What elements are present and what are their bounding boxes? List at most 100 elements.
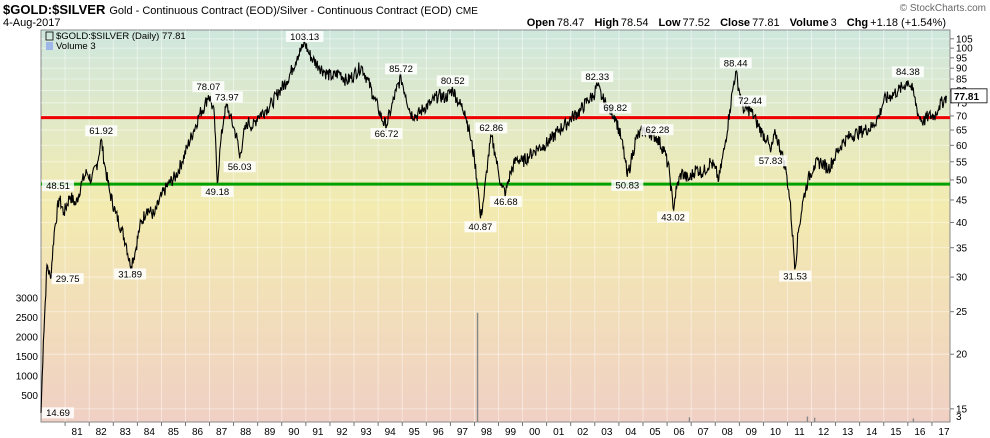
annotation-box <box>657 211 690 223</box>
x-tick-label: 02 <box>577 427 589 438</box>
annotation-box <box>611 179 644 191</box>
price-annotation: 50.83 <box>611 179 644 192</box>
volume-tick-label: 1000 <box>16 372 39 383</box>
chg-value: +1.18 (+1.54%) <box>870 17 946 29</box>
y-tick-label: 20 <box>956 350 968 361</box>
open-value: 78.47 <box>556 17 585 29</box>
annotation-label: 88.44 <box>724 58 748 69</box>
legend-volume-series: Volume 3 <box>56 41 96 52</box>
x-tick-label: 86 <box>192 427 204 438</box>
x-tick-label: 81 <box>72 427 84 438</box>
price-annotation: 46.68 <box>489 195 522 208</box>
price-annotation: 72.44 <box>734 95 767 107</box>
annotation-label: 48.51 <box>46 181 70 192</box>
y-tick-label: 35 <box>956 243 968 254</box>
chart-date: 4-Aug-2017 <box>3 17 61 29</box>
x-tick-label: 07 <box>698 427 710 438</box>
annotation-box <box>891 66 924 78</box>
x-tick-label: 03 <box>601 427 613 438</box>
annotation-box <box>754 155 787 167</box>
price-annotation: 31.89 <box>114 268 147 280</box>
y-tick-label: 95 <box>956 53 968 64</box>
x-tick-label: 10 <box>770 427 782 438</box>
x-tick-label: 13 <box>842 427 854 438</box>
price-annotation: 43.02 <box>657 211 690 223</box>
stockcharts-credit[interactable]: © StockCharts.com <box>899 3 986 14</box>
x-tick-label: 04 <box>625 427 637 438</box>
annotation-label: 49.18 <box>205 187 229 198</box>
y-tick-label: 40 <box>956 218 968 229</box>
x-tick-label: 85 <box>168 427 180 438</box>
y-tick-label: 100 <box>956 44 973 55</box>
price-annotation: 82.33 <box>581 71 614 83</box>
exchange-label: CME <box>455 6 478 17</box>
x-axis: 81 82 83 84 85 86 87 88 89 90 91 92 93 94 95 96 97 98 99 00… <box>64 422 950 438</box>
x-tick-label: 08 <box>722 427 734 438</box>
chart-legend: $GOLD:$SILVER (Daily) 77.81 Volume 3 <box>45 31 186 52</box>
y-tick-label: 85 <box>956 75 968 86</box>
last-price-box <box>950 88 988 104</box>
x-tick-label: 95 <box>409 427 421 438</box>
annotation-box <box>734 95 767 107</box>
price-annotation: 85.72 <box>384 63 417 75</box>
annotation-box <box>42 407 74 419</box>
volume-bars <box>476 312 915 422</box>
x-tick-label: 92 <box>336 427 348 438</box>
x-tick-label: 84 <box>144 427 156 438</box>
high-value: 78.54 <box>620 17 649 29</box>
price-annotation: 31.53 <box>779 270 812 282</box>
y-tick-label: 90 <box>956 64 968 75</box>
y-tick-label: 65 <box>956 126 968 137</box>
annotation-box <box>599 102 632 114</box>
x-tick-label: 11 <box>794 427 805 438</box>
annotation-label: 61.92 <box>89 126 113 137</box>
volume-value: 3 <box>830 17 837 29</box>
volume-axis: 500 1000 1500 2000 2500 3000 3 <box>16 294 962 424</box>
annotation-label: 80.52 <box>441 76 465 87</box>
price-annotation: 69.82 <box>599 102 632 114</box>
y-tick-label: 15 <box>956 404 968 415</box>
annotation-label: 46.68 <box>494 197 518 208</box>
annotation-box <box>641 124 674 136</box>
x-tick-label: 15 <box>890 427 902 438</box>
y-tick-label: 25 <box>956 307 968 318</box>
price-series-line <box>40 40 947 413</box>
annotation-box <box>436 75 469 87</box>
volume-bar <box>688 417 691 422</box>
annotation-box <box>85 125 118 137</box>
gridlines <box>41 30 950 422</box>
x-tick-label: 93 <box>361 427 373 438</box>
x-tick-label: 12 <box>818 427 830 438</box>
annotation-box <box>384 63 417 75</box>
volume-label: Volume <box>789 17 829 29</box>
annotation-box <box>51 273 84 285</box>
price-annotation: 61.92 <box>85 125 118 137</box>
price-annotation: 57.83 <box>754 155 787 167</box>
price-annotation: 48.51 <box>42 180 74 192</box>
x-tick-label: 00 <box>529 427 541 438</box>
chart-title-row: $GOLD:$SILVER Gold - Continuous Contract … <box>3 2 478 17</box>
annotation-label: 69.82 <box>603 103 627 114</box>
volume-tick-label: 3000 <box>16 294 39 305</box>
price-annotation: 14.69 <box>42 407 74 419</box>
close-value: 77.81 <box>752 17 780 29</box>
annotation-box <box>114 268 147 280</box>
price-annotation: 29.75 <box>51 273 84 285</box>
x-tick-label: 17 <box>938 427 950 438</box>
annotation-label: 56.03 <box>228 162 252 173</box>
price-annotation: 80.52 <box>436 75 469 87</box>
x-tick-label: 14 <box>866 427 878 438</box>
x-tick-label: 98 <box>481 427 493 438</box>
last-price-tag: 77.81 <box>950 88 988 104</box>
annotation-box <box>464 221 497 233</box>
annotation-label: 78.07 <box>196 82 220 93</box>
volume-tick-label: 2500 <box>16 313 39 324</box>
annotation-box <box>719 57 752 69</box>
price-annotation: 73.97 <box>210 91 243 103</box>
y-tick-label: 50 <box>956 175 968 186</box>
x-tick-label: 99 <box>505 427 517 438</box>
legend-price-swatch <box>45 31 54 41</box>
annotation-box <box>779 270 812 282</box>
x-tick-label: 09 <box>746 427 758 438</box>
